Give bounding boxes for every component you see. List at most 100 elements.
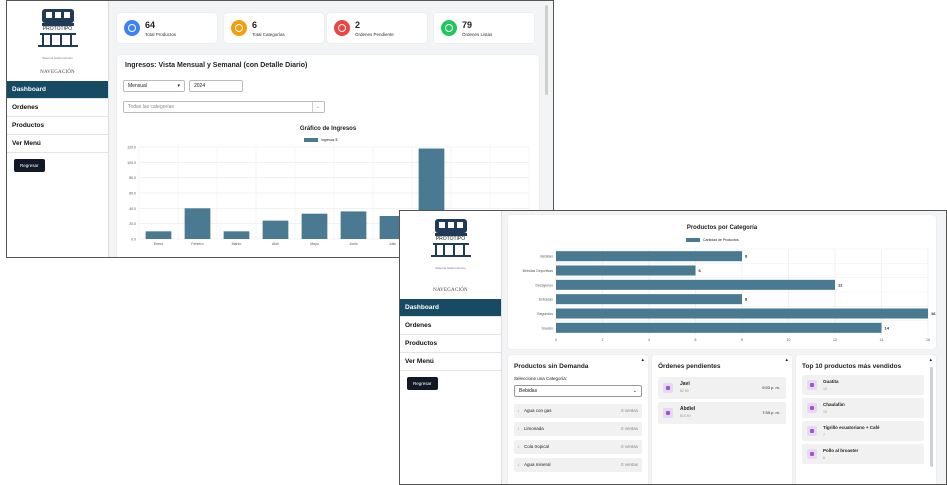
bar [302,214,328,239]
product-name: Pollo al broaster [823,448,858,453]
data-label: 8 [745,254,748,259]
logo: PROTOTIPO [423,217,479,265]
order-item[interactable]: Abdiel $10.50 7:59 p. m. [658,402,786,424]
product-sales: 0 ventas [621,458,638,472]
stat-value: 64 [145,20,155,30]
stat-card-products: 64 Total Productos [117,13,217,43]
x-tick-label: 16 [926,338,930,342]
top10-card: Top 10 productos más vendidos ▴ Guatita … [796,355,936,485]
sidebar-item-dashboard[interactable]: Dashboard [400,299,501,317]
product-sales: 0 ventas [621,422,638,436]
bag-icon [807,380,817,390]
cart-icon [334,20,350,36]
x-tick-label: Mayo [310,242,319,246]
y-tick-label: 20.0 [129,222,136,226]
x-tick-label: Junio [349,242,357,246]
bag-icon [663,408,673,418]
no-demand-card: Productos sin Demanda ▴ Seleccione una C… [508,355,648,485]
sidebar-item-productos[interactable]: Productos [400,335,501,353]
category-chart-card: Productos por Categoría Cantidad de Prod… [508,215,936,349]
bar [556,294,742,304]
logo-title: PROTOTIPO [423,236,479,242]
back-button[interactable]: Regresar [14,159,45,172]
data-label: 6 [699,268,702,273]
y-tick-label: 0.0 [131,238,136,242]
period-select[interactable]: Mensual ▾ [123,80,185,92]
period-value: Mensual [128,83,147,89]
x-tick-label: Marzo [232,242,242,246]
nav-title: NAVEGACIÓN [7,70,108,75]
list-item: ↓ Agua mineral 0 ventas [514,458,642,472]
bar [556,308,928,318]
order-item[interactable]: Javi $2.50 9:53 p. m. [658,377,786,399]
sidebar-item-ver-menu[interactable]: Ver Menú [400,353,501,371]
category-select[interactable]: Todas las categorías ⌄ [123,101,325,113]
x-tick-label: 2 [602,338,604,342]
sidebar-item-ordenes[interactable]: Ordenes [400,317,501,335]
order-amount: $2.50 [680,389,689,393]
x-tick-label: Abril [272,242,279,246]
bar [556,280,835,290]
select-label: Seleccione una Categoría: [514,376,567,381]
logo: PROTOTIPO [30,7,86,55]
data-label: 12 [838,282,843,287]
x-tick-label: Enero [154,242,163,246]
bag-icon [807,426,817,436]
x-tick-label: 10 [787,338,791,342]
y-tick-label: Bebidas Deportivas [523,269,554,273]
category-placeholder: Todas las categorías [128,104,174,110]
dashboard-window-bottom: PROTOTIPO Sistema Gastronómico NAVEGACIÓ… [399,210,947,485]
arrow-down-icon: ↓ [517,458,519,472]
scroll-up-icon[interactable]: ▴ [929,357,932,363]
x-tick-label: 6 [695,338,697,342]
bar [556,251,742,261]
legend-label: Ingresos $ [321,138,337,142]
product-name: Guatita [823,379,839,384]
product-sales: 0 ventas [621,404,638,418]
logo-caption: Sistema Gastronómico [400,266,501,270]
stat-card-ready-orders: 79 Órdenes Listas [434,13,534,43]
order-customer: Abdiel [680,406,695,412]
product-name: Agua con gas [524,408,552,413]
logo-caption: Sistema Gastronómico [7,56,108,60]
sidebar-item-ver-menu[interactable]: Ver Menú [7,135,108,153]
scrollbar[interactable] [545,5,548,95]
pending-title: Órdenes pendientes [658,363,721,370]
category-chart-title: Productos por Categoría [508,225,936,231]
bar [224,231,250,239]
stat-label: Órdenes Pendiente [355,32,394,37]
stat-value: 79 [462,20,472,30]
logo-title: PROTOTIPO [30,26,86,32]
scroll-up-icon[interactable]: ▴ [641,357,644,363]
x-tick-label: 8 [741,338,743,342]
top10-title: Top 10 productos más vendidos [802,363,901,370]
bag-icon [807,403,817,413]
bag-icon [807,449,817,459]
x-tick-label: Febrero [191,242,203,246]
scrollbar[interactable] [930,367,933,467]
x-tick-label: 0 [555,338,557,342]
chevron-down-icon: ⌄ [633,386,637,396]
data-label: 16 [931,311,936,316]
sidebar-item-ordenes[interactable]: Ordenes [7,99,108,117]
x-tick-label: 14 [880,338,884,342]
sidebar-item-dashboard[interactable]: Dashboard [7,81,108,99]
sidebar-item-productos[interactable]: Productos [7,117,108,135]
product-name: Agua mineral [524,462,551,467]
order-customer: Javi [680,381,690,387]
stat-value: 2 [355,20,360,30]
y-tick-label: 60.0 [129,192,136,196]
bar [263,221,289,239]
product-name: Chaulafán [823,402,845,407]
legend-swatch [686,238,700,242]
y-tick-label: 80.0 [129,176,136,180]
y-tick-label: Desayunos [535,283,553,287]
list-item: Guatita 13 [802,375,924,395]
order-amount: $10.50 [680,414,691,418]
arrow-down-icon: ↓ [517,404,519,418]
year-input[interactable]: 2024 [189,80,243,92]
category-select[interactable]: Bebidas ⌄ [514,385,642,397]
scroll-up-icon[interactable]: ▴ [785,357,788,363]
back-button[interactable]: Regresar [407,377,438,390]
chevron-down-icon: ▾ [177,81,180,91]
